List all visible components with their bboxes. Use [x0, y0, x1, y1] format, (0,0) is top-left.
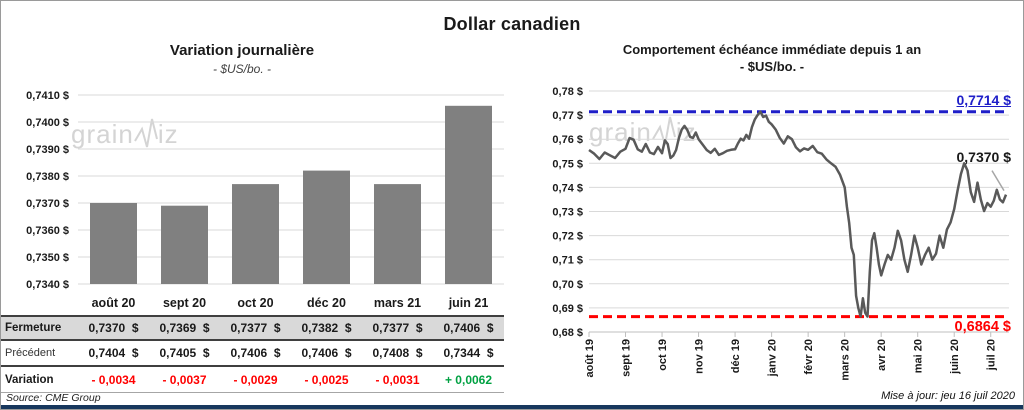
line-chart-title: Comportement échéance immédiate depuis 1… [622, 42, 922, 57]
y-axis-tick-label: 0,76 $ [552, 134, 583, 146]
y-axis-tick-label: 0,7400 $ [26, 117, 69, 129]
x-axis-tick-label: juil 20 [986, 339, 998, 371]
table-row-precedent: Précédent 0,7404 $ 0,7405 $ 0,7406 $ 0,7406 … [1, 341, 504, 367]
page-title: Dollar canadien [443, 14, 581, 34]
price-table: Fermeture 0,7370 $ 0,7369 $ 0,7377 $ 0,7382 … [1, 315, 504, 393]
row-label: Variation [5, 373, 54, 386]
x-axis-tick-label: avr 20 [876, 339, 888, 371]
bar-chart-subtitle: - $US/bo. - [212, 62, 272, 76]
y-axis-tick-label: 0,78 $ [552, 86, 583, 98]
pulse-spike-icon [133, 118, 158, 148]
y-axis-tick-label: 0,7380 $ [26, 171, 69, 183]
y-axis-tick-label: 0,68 $ [552, 327, 583, 339]
bottom-border-bar [1, 405, 1023, 409]
table-cell: 0,7377 $ [230, 321, 281, 335]
table-cell: 0,7370 $ [88, 321, 139, 335]
bar-x-axis-labels: août 20 sept 20 oct 20 déc 20 mars 21 juin 21 [1, 291, 504, 315]
table-cell: 0,7406 $ [443, 321, 494, 335]
table-row-variation: Variation - 0,0034 - 0,0037 - 0,0029 - 0,002… [1, 367, 504, 393]
y-axis-tick-label: 0,72 $ [552, 231, 583, 243]
bar-juin 21 [445, 105, 492, 284]
table-cell: - 0,0025 [304, 372, 349, 387]
watermark-text-prefix: grain [71, 118, 134, 149]
x-axis-tick-label: oct 19 [657, 339, 669, 371]
table-cell: + 0,0062 [444, 372, 493, 387]
bar-mars 21 [374, 184, 421, 284]
low-value-annotation: 0,6864 $ [954, 319, 1011, 335]
y-axis-tick-label: 0,7360 $ [26, 225, 69, 237]
y-axis-tick-label: 0,75 $ [552, 158, 583, 170]
x-axis-tick-label: déc 19 [730, 339, 742, 373]
x-axis-tick-label: août 19 [584, 339, 596, 378]
x-axis-tick-label: janv 20 [767, 339, 779, 377]
y-axis-tick-label: 0,77 $ [552, 110, 583, 122]
y-axis-tick-label: 0,69 $ [552, 303, 583, 315]
high-value-annotation: 0,7714 $ [956, 92, 1012, 108]
table-cell: 0,7377 $ [372, 321, 423, 335]
bar-oct 20 [232, 184, 279, 284]
source-note: Source: CME Group [6, 392, 101, 404]
month-column-header: août 20 [91, 296, 136, 310]
table-cell: 0,7382 $ [301, 321, 352, 335]
bar-déc 20 [303, 170, 350, 284]
grainwiz-watermark: grain iz [71, 117, 179, 151]
month-column-header: déc 20 [307, 296, 346, 310]
month-column-header: mars 21 [373, 296, 422, 310]
x-axis-tick-label: févr 20 [803, 339, 815, 374]
table-cell: 0,7408 $ [372, 346, 423, 360]
table-row-fermeture: Fermeture 0,7370 $ 0,7369 $ 0,7377 $ 0,7382 … [1, 315, 504, 341]
y-axis-tick-label: 0,74 $ [552, 182, 583, 194]
watermark-text-suffix: iz [157, 118, 179, 149]
row-label: Fermeture [5, 322, 62, 334]
x-axis-tick-label: mars 20 [840, 339, 852, 381]
price-series-line [588, 110, 1008, 318]
table-cell: 0,7404 $ [88, 346, 139, 360]
table-cell: - 0,0029 [233, 372, 278, 387]
y-axis-tick-label: 0,71 $ [552, 255, 583, 267]
table-cell: 0,7369 $ [159, 321, 210, 335]
table-cell: 0,7405 $ [159, 346, 210, 360]
bar-chart-title: Variation journalière [169, 42, 315, 59]
x-axis-tick-label: nov 19 [694, 339, 706, 374]
y-axis-tick-label: 0,7390 $ [26, 144, 69, 156]
month-column-header: sept 20 [162, 296, 207, 310]
table-cell: - 0,0037 [162, 372, 207, 387]
line-chart-subtitle: - $US/bo. - [739, 59, 805, 74]
bar-août 20 [90, 203, 137, 284]
month-column-header: juin 21 [448, 296, 489, 310]
table-cell: - 0,0031 [375, 372, 420, 387]
table-cell: - 0,0034 [91, 372, 136, 387]
watermark-text-prefix: grain [589, 116, 652, 147]
month-column-header: oct 20 [237, 296, 274, 310]
y-axis-tick-label: 0,7340 $ [26, 279, 69, 291]
y-axis-tick-label: 0,70 $ [552, 279, 583, 291]
y-axis-tick-label: 0,7370 $ [26, 198, 69, 210]
line-chart: 0,68 $ 0,69 $ 0,70 $ 0,71 $ 0,72 $ 0,73 $ 0,74… [552, 86, 1009, 381]
last-value-connector-line [991, 170, 1005, 191]
y-axis-tick-label: 0,7410 $ [26, 90, 69, 102]
x-axis-tick-label: mai 20 [913, 339, 925, 373]
last-value-annotation: 0,7370 $ [956, 149, 1012, 165]
table-cell: 0,7344 $ [443, 346, 494, 360]
table-cell: 0,7406 $ [230, 346, 281, 360]
table-cell: 0,7406 $ [301, 346, 352, 360]
y-axis-tick-label: 0,7350 $ [26, 252, 69, 264]
row-label: Précédent [5, 347, 56, 359]
x-axis-tick-label: juin 20 [949, 339, 961, 375]
x-axis-tick-label: sept 19 [621, 339, 633, 377]
bar-sept 20 [161, 205, 208, 284]
update-note: Mise à jour: jeu 16 juil 2020 [881, 390, 1015, 402]
bar-chart: 0,7340 $ 0,7350 $ 0,7360 $ 0,7370 $ 0,7380 $… [26, 90, 504, 291]
y-axis-tick-label: 0,73 $ [552, 207, 583, 219]
